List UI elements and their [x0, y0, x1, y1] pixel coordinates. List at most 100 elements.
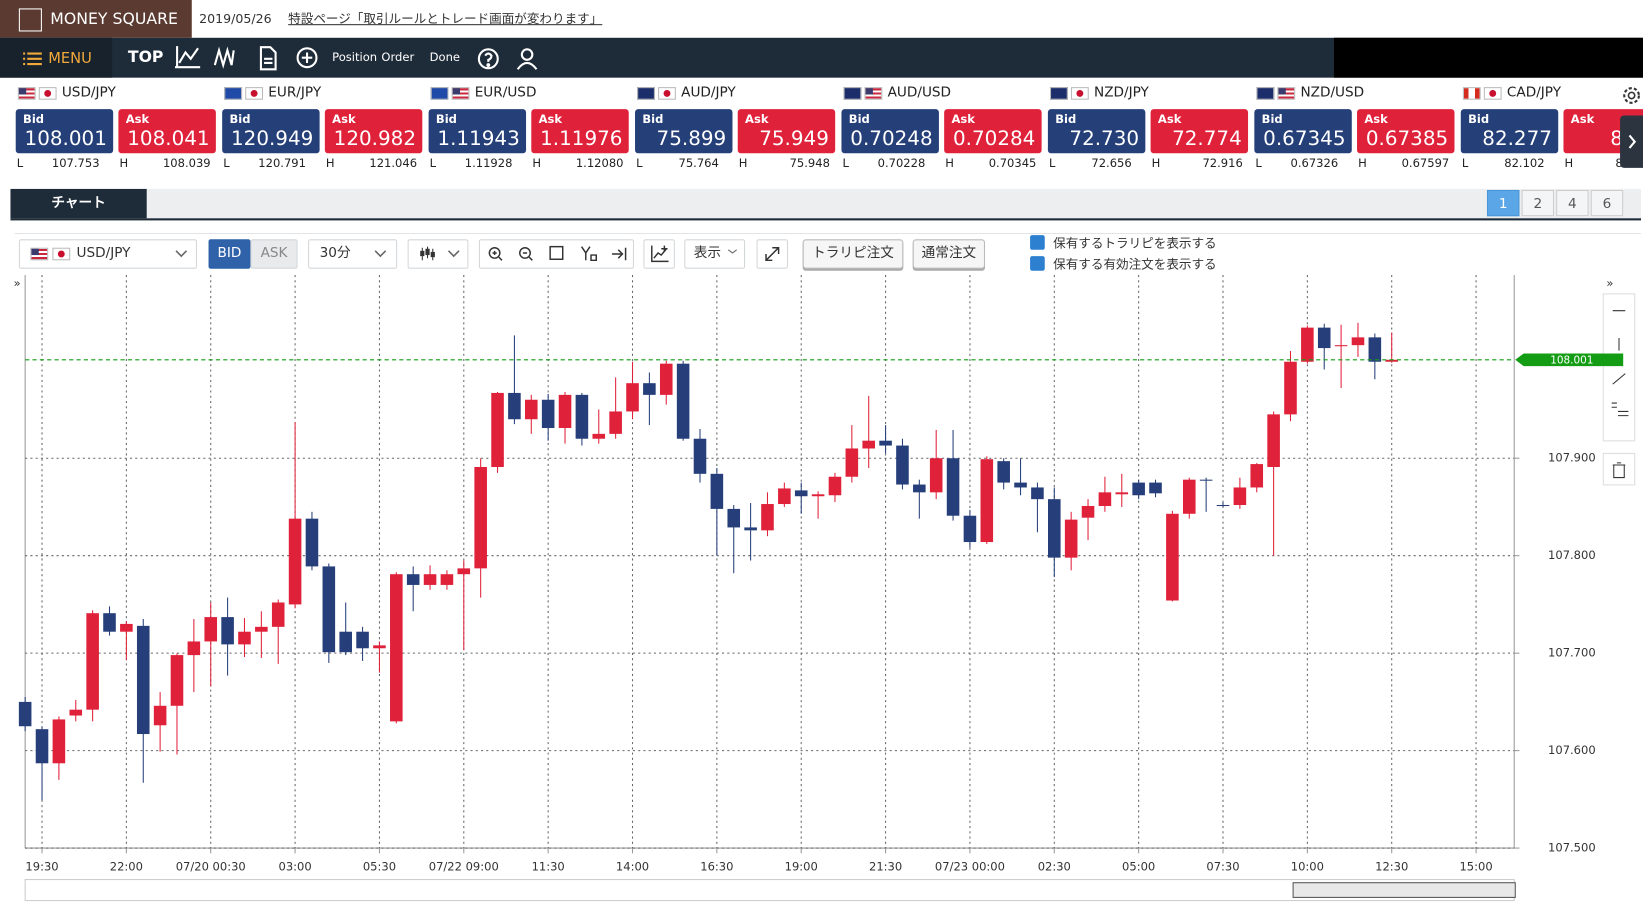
nav-order[interactable]: Order: [381, 50, 415, 65]
display-select[interactable]: 表示: [684, 239, 746, 269]
nav-top[interactable]: TOP: [127, 47, 164, 67]
candle-body: [1098, 492, 1112, 506]
x-tick-label: 19:00: [785, 859, 818, 873]
low-value: 72.656: [1091, 156, 1132, 171]
x-tick-label: 12:30: [1375, 859, 1408, 873]
high-label: H: [325, 156, 335, 171]
rate-tile[interactable]: EUR/USD Bid 1.11943 Ask 1.11976 L 1.11928 H 1.12…: [428, 78, 633, 183]
normal-order-button[interactable]: 通常注文: [912, 239, 986, 269]
scrollbar-track[interactable]: [24, 879, 1515, 902]
ask-box[interactable]: Ask 72.774: [1150, 109, 1249, 154]
y-tick-label: 107.600: [1548, 743, 1596, 757]
bid-box[interactable]: Bid 120.949: [222, 109, 320, 154]
x-tick-label: 07/20 00:30: [176, 859, 246, 873]
interval-select[interactable]: 30分: [308, 239, 398, 269]
nav-done[interactable]: Done: [429, 50, 460, 65]
tool-trendline[interactable]: [1612, 373, 1626, 385]
scrollbar-thumb[interactable]: [1292, 882, 1516, 898]
candle-body: [508, 392, 521, 420]
menu-button[interactable]: MENU: [0, 37, 113, 78]
bid-box[interactable]: Bid 108.001: [15, 109, 114, 154]
fullscreen-button[interactable]: [756, 239, 789, 269]
candle-body: [1081, 505, 1095, 518]
checkbox[interactable]: 保有する有効注文を表示する: [1030, 255, 1261, 273]
checkbox[interactable]: 保有するトラリピを表示する: [1030, 234, 1261, 252]
bid-label: Bid: [642, 112, 664, 126]
nav-position[interactable]: Position: [332, 50, 378, 65]
ask-label: Ask: [1364, 112, 1388, 126]
candle-body: [659, 363, 673, 395]
candle-body: [1031, 487, 1044, 500]
candle-body: [929, 458, 943, 493]
ask-toggle[interactable]: ASK: [250, 239, 298, 269]
candle-body: [322, 566, 336, 653]
rate-tile[interactable]: EUR/JPY Bid 120.949 Ask 120.982 L 120.791 H 121.…: [222, 78, 426, 183]
layout-button[interactable]: 1: [1486, 189, 1520, 217]
rate-tile[interactable]: AUD/JPY Bid 75.899 Ask 75.949 L 75.764 H 75.948: [635, 78, 839, 183]
candle-icon: [420, 246, 460, 261]
collapse-arrow[interactable]: »: [14, 276, 21, 290]
candle-body: [879, 440, 892, 446]
candle-body: [238, 631, 251, 645]
ask-box[interactable]: Ask 120.982: [324, 109, 423, 154]
candle-body: [1115, 492, 1129, 495]
candle-body: [288, 518, 302, 605]
date: 2019/05/26: [199, 11, 272, 27]
candle-body: [744, 527, 757, 531]
trash-button[interactable]: [1602, 452, 1636, 486]
ask-label: Ask: [332, 112, 356, 126]
bid-box[interactable]: Bid 82.277: [1460, 109, 1559, 154]
high-label: H: [119, 156, 129, 171]
layout-button[interactable]: 4: [1556, 189, 1589, 217]
rate-tile[interactable]: NZD/JPY Bid 72.730 Ask 72.774 L 72.656 H 72.916: [1047, 78, 1252, 183]
check-mark: [1030, 235, 1045, 250]
chart-tab[interactable]: チャート: [10, 188, 147, 219]
candle-body: [1199, 479, 1213, 481]
ask-box[interactable]: Ask 75.949: [737, 109, 836, 154]
layout-button[interactable]: 2: [1521, 189, 1555, 217]
ask-box[interactable]: Ask 1.11976: [531, 109, 629, 154]
candle-body: [120, 623, 133, 632]
chart-style-select[interactable]: [407, 239, 469, 269]
ask-box[interactable]: Ask 108.041: [118, 109, 216, 154]
candle-body: [845, 448, 859, 477]
ask-box[interactable]: Ask 0.70284: [944, 109, 1042, 154]
bid-box[interactable]: Bid 0.67345: [1254, 109, 1352, 154]
rate-tile[interactable]: USD/JPY Bid 108.001 Ask 108.041 L 107.753 H 108.…: [15, 78, 220, 183]
bid-box[interactable]: Bid 1.11943: [428, 109, 527, 154]
flag: [637, 87, 655, 100]
pair-name: EUR/JPY: [268, 85, 322, 101]
rate-tile[interactable]: NZD/USD Bid 0.67345 Ask 0.67385 L 0.67326 H 0.67…: [1254, 78, 1458, 183]
candle-body: [1351, 337, 1365, 346]
candle-body: [1368, 337, 1382, 362]
notice-link[interactable]: 特設ページ「取引ルールとトレード画面が変わります」: [288, 11, 603, 27]
settings-icon[interactable]: [1620, 84, 1643, 107]
trap-order-button[interactable]: トラリピ注文: [802, 239, 904, 269]
indicator-button[interactable]: [643, 239, 675, 269]
logo: [18, 8, 42, 32]
pair-name: NZD/JPY: [1094, 85, 1149, 101]
bid-box[interactable]: Bid 72.730: [1047, 109, 1146, 154]
brand[interactable]: MONEY SQUARE: [0, 0, 192, 38]
bid-box[interactable]: Bid 0.70248: [841, 109, 939, 154]
high-value: 72.916: [1202, 156, 1243, 171]
pair-select[interactable]: USD/JPY: [18, 239, 198, 269]
expand-arrow[interactable]: »: [1606, 276, 1613, 290]
candle-body: [828, 476, 842, 496]
pair-name: CAD/JPY: [1506, 85, 1562, 101]
tool-fib[interactable]: [1611, 402, 1629, 417]
zoom-icons: [488, 245, 627, 262]
rate-scroll[interactable]: [1620, 115, 1643, 168]
rate-tile[interactable]: AUD/USD Bid 0.70248 Ask 0.70284 L 0.70228 H 0.70…: [841, 78, 1045, 183]
candle-body: [204, 617, 218, 642]
candle-body: [727, 508, 741, 528]
candle-body: [1317, 327, 1331, 349]
zoom-tools[interactable]: [478, 239, 634, 269]
bid-box[interactable]: Bid 75.899: [635, 109, 733, 154]
bid-toggle[interactable]: BID: [208, 239, 251, 269]
layout-button[interactable]: 6: [1590, 189, 1624, 217]
ask-box[interactable]: Ask 0.67385: [1357, 109, 1455, 154]
flag: [1277, 87, 1296, 100]
